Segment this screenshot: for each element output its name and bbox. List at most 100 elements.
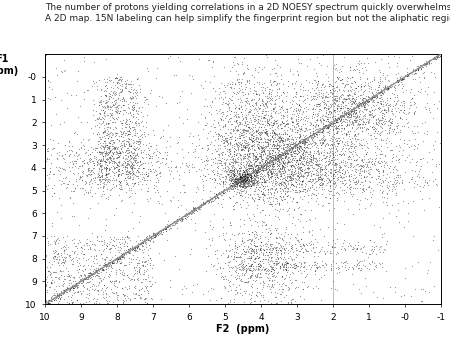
Point	[101, 110, 108, 115]
Point	[204, 197, 211, 202]
Point	[122, 107, 129, 113]
Point	[301, 261, 308, 266]
Point	[399, 75, 406, 80]
Point	[308, 96, 315, 102]
Point	[55, 235, 62, 240]
Point	[355, 125, 362, 130]
Point	[122, 297, 129, 302]
Point	[250, 252, 257, 258]
Point	[244, 174, 251, 180]
Point	[309, 85, 316, 91]
Point	[125, 228, 132, 234]
Point	[101, 256, 108, 262]
Point	[94, 268, 101, 273]
Point	[251, 298, 258, 304]
Point	[347, 149, 354, 155]
Point	[110, 238, 117, 244]
Point	[322, 136, 329, 141]
Point	[361, 104, 368, 110]
Point	[116, 102, 123, 107]
Point	[373, 135, 380, 141]
Point	[386, 127, 393, 132]
Point	[122, 189, 129, 195]
Point	[250, 103, 257, 108]
Point	[385, 64, 392, 69]
Point	[296, 97, 303, 102]
Point	[254, 155, 261, 161]
Point	[61, 301, 68, 307]
Point	[314, 110, 321, 115]
Point	[272, 166, 279, 172]
Point	[338, 117, 345, 122]
Point	[266, 245, 273, 250]
Point	[432, 74, 439, 79]
Point	[90, 271, 97, 277]
Point	[271, 160, 278, 165]
Point	[257, 291, 264, 296]
Point	[94, 185, 101, 190]
Point	[315, 129, 322, 134]
Point	[140, 94, 147, 99]
Point	[279, 143, 287, 148]
Point	[247, 263, 254, 268]
Point	[255, 91, 262, 96]
Point	[222, 90, 229, 95]
Point	[106, 150, 113, 156]
Point	[162, 210, 169, 216]
Point	[323, 117, 330, 122]
Point	[292, 141, 300, 147]
Point	[103, 149, 110, 155]
Point	[250, 118, 257, 124]
Point	[246, 192, 253, 197]
Point	[279, 99, 286, 104]
Point	[353, 181, 360, 186]
Point	[221, 162, 228, 167]
Point	[281, 122, 288, 127]
Point	[310, 102, 318, 108]
Point	[208, 198, 215, 203]
Point	[302, 138, 309, 144]
Point	[271, 153, 279, 158]
Point	[283, 148, 290, 153]
Point	[275, 153, 282, 159]
Point	[58, 153, 65, 158]
Point	[300, 173, 307, 178]
Point	[148, 295, 155, 300]
Point	[339, 167, 346, 173]
Point	[245, 48, 252, 53]
Point	[118, 148, 125, 153]
Point	[264, 258, 271, 263]
Point	[325, 51, 332, 56]
Point	[99, 304, 106, 309]
Point	[122, 164, 129, 169]
Point	[238, 175, 246, 181]
Point	[314, 142, 321, 148]
Point	[242, 144, 249, 149]
Point	[247, 178, 254, 184]
Point	[80, 275, 87, 281]
Point	[153, 75, 160, 80]
Point	[227, 182, 234, 187]
Point	[239, 144, 246, 150]
Point	[256, 118, 263, 123]
Point	[238, 99, 246, 105]
Point	[265, 275, 272, 281]
Point	[365, 89, 373, 94]
Point	[302, 132, 310, 137]
Point	[114, 259, 121, 265]
Point	[98, 170, 105, 175]
Point	[135, 169, 142, 175]
Point	[249, 268, 256, 273]
Point	[218, 174, 225, 180]
Point	[243, 177, 251, 183]
Point	[272, 153, 279, 159]
Point	[239, 266, 247, 271]
Point	[79, 168, 86, 173]
Point	[218, 111, 225, 116]
Point	[443, 173, 450, 178]
Point	[417, 64, 424, 70]
Point	[54, 296, 62, 301]
Point	[269, 133, 276, 139]
Point	[118, 253, 125, 259]
Point	[237, 173, 244, 178]
